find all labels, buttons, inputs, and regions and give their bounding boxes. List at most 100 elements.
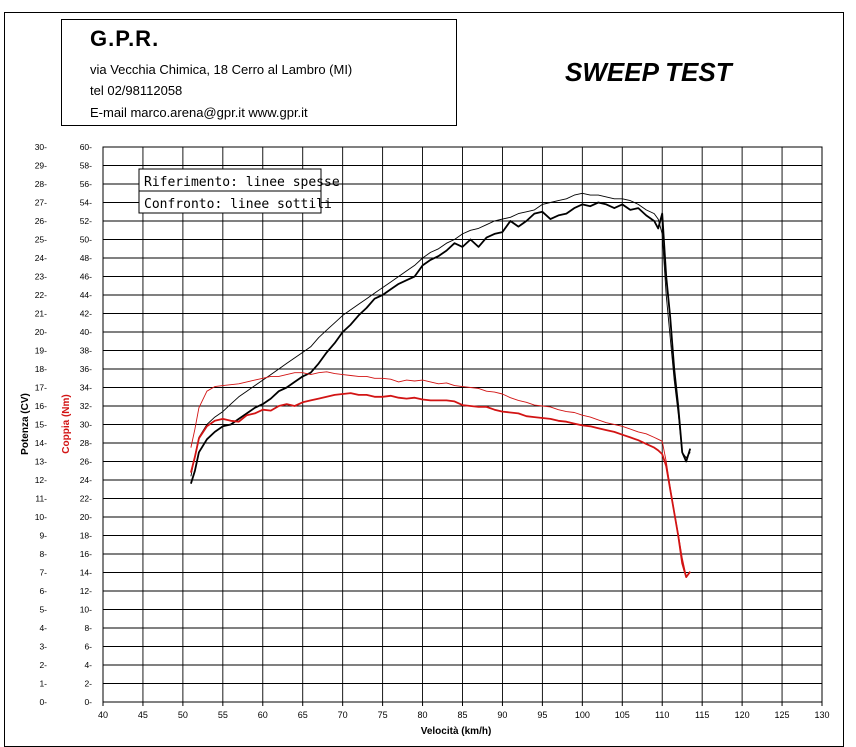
power-tick-label: 15- <box>35 420 47 430</box>
power-tick-label: 25- <box>35 235 47 245</box>
torque-tick-label: 26- <box>80 457 92 467</box>
x-tick-label: 110 <box>655 710 669 720</box>
torque-comparison-line <box>190 371 691 577</box>
power-tick-label: 24- <box>35 253 47 263</box>
power-tick-label: 7- <box>39 568 47 578</box>
x-tick-label: 90 <box>497 710 507 720</box>
power-tick-label: 16- <box>35 401 47 411</box>
torque-tick-label: 60- <box>80 142 92 152</box>
power-tick-label: 17- <box>35 383 47 393</box>
power-tick-label: 23- <box>35 272 47 282</box>
power-tick-label: 21- <box>35 309 47 319</box>
chart-legend: Riferimento: linee spesse Confronto: lin… <box>138 168 340 214</box>
x-tick-label: 55 <box>218 710 228 720</box>
chart-axes: 40 45 50 55 60 65 70 75 80 85 90 95 100 105 110 115 120 1… <box>35 142 830 720</box>
torque-tick-label: 38- <box>80 346 92 356</box>
power-tick-label: 10- <box>35 512 47 522</box>
torque-tick-label: 42- <box>80 309 92 319</box>
legend-comparison: Confronto: linee sottili <box>144 197 332 212</box>
power-tick-label: 4- <box>39 623 47 633</box>
x-tick-label: 75 <box>378 710 388 720</box>
x-tick-label: 85 <box>457 710 467 720</box>
power-tick-label: 9- <box>39 531 47 541</box>
x-tick-label: 115 <box>695 710 709 720</box>
torque-tick-label: 28- <box>80 438 92 448</box>
company-info-box: G.P.R. via Vecchia Chimica, 18 Cerro al … <box>61 19 457 126</box>
x-tick-label: 130 <box>814 710 829 720</box>
x-tick-label: 80 <box>418 710 428 720</box>
torque-tick-label: 50- <box>80 235 92 245</box>
power-tick-label: 11- <box>35 494 47 504</box>
x-tick-label: 40 <box>98 710 108 720</box>
x-tick-label: 70 <box>338 710 348 720</box>
torque-tick-label: 8- <box>84 623 92 633</box>
torque-tick-label: 2- <box>84 679 92 689</box>
x-tick-label: 95 <box>537 710 547 720</box>
torque-tick-label: 10- <box>80 605 92 615</box>
torque-axis-label: Coppia (Nm) <box>61 394 72 453</box>
torque-tick-label: 12- <box>80 586 92 596</box>
x-tick-label: 60 <box>258 710 268 720</box>
power-reference-line <box>190 201 692 484</box>
power-tick-label: 19- <box>35 346 47 356</box>
power-tick-label: 3- <box>39 642 47 652</box>
x-axis-label: Velocità (km/h) <box>421 726 492 737</box>
torque-tick-label: 36- <box>80 364 92 374</box>
torque-tick-label: 20- <box>80 512 92 522</box>
x-tick-label: 125 <box>775 710 790 720</box>
power-tick-label: 29- <box>35 161 47 171</box>
torque-tick-label: 46- <box>80 272 92 282</box>
torque-tick-label: 16- <box>80 549 92 559</box>
torque-tick-label: 24- <box>80 475 92 485</box>
power-tick-label: 8- <box>39 549 47 559</box>
company-name: G.P.R. <box>90 26 160 51</box>
company-address: via Vecchia Chimica, 18 Cerro al Lambro … <box>90 62 353 77</box>
power-tick-label: 30- <box>35 142 47 152</box>
torque-tick-label: 58- <box>80 161 92 171</box>
x-tick-label: 45 <box>138 710 148 720</box>
torque-reference-line <box>190 392 691 578</box>
x-tick-label: 50 <box>178 710 188 720</box>
power-comparison-line <box>190 192 691 477</box>
torque-tick-label: 14- <box>80 568 92 578</box>
power-tick-label: 20- <box>35 327 47 337</box>
x-tick-label: 65 <box>298 710 308 720</box>
power-tick-label: 27- <box>35 198 47 208</box>
x-tick-label: 100 <box>575 710 590 720</box>
torque-tick-label: 32- <box>80 401 92 411</box>
power-tick-label: 2- <box>39 660 47 670</box>
torque-tick-label: 52- <box>80 216 92 226</box>
power-tick-label: 13- <box>35 457 47 467</box>
torque-tick-label: 22- <box>80 494 92 504</box>
torque-tick-label: 6- <box>84 642 92 652</box>
x-tick-label: 105 <box>615 710 630 720</box>
power-tick-label: 1- <box>39 679 47 689</box>
torque-tick-label: 40- <box>80 327 92 337</box>
torque-tick-label: 30- <box>80 420 92 430</box>
company-phone: tel 02/98112058 <box>90 83 183 98</box>
power-axis-label: Potenza (CV) <box>20 393 31 455</box>
torque-tick-label: 56- <box>80 179 92 189</box>
torque-tick-label: 54- <box>80 198 92 208</box>
chart-series <box>190 192 692 578</box>
legend-reference: Riferimento: linee spesse <box>144 175 340 190</box>
torque-tick-label: 48- <box>80 253 92 263</box>
torque-tick-label: 44- <box>80 290 92 300</box>
power-tick-label: 26- <box>35 216 47 226</box>
company-contact: E-mail marco.arena@gpr.it www.gpr.it <box>90 105 308 120</box>
torque-tick-label: 34- <box>80 383 92 393</box>
power-tick-label: 12- <box>35 475 47 485</box>
torque-tick-label: 0- <box>84 697 92 707</box>
power-tick-label: 22- <box>35 290 47 300</box>
power-tick-label: 14- <box>35 438 47 448</box>
power-tick-label: 28- <box>35 179 47 189</box>
power-tick-label: 18- <box>35 364 47 374</box>
x-tick-label: 120 <box>735 710 750 720</box>
report-title: SWEEP TEST <box>565 57 732 87</box>
power-tick-label: 6- <box>39 586 47 596</box>
torque-tick-label: 4- <box>84 660 92 670</box>
power-tick-label: 5- <box>39 605 47 615</box>
power-tick-label: 0- <box>39 697 47 707</box>
torque-tick-label: 18- <box>80 531 92 541</box>
